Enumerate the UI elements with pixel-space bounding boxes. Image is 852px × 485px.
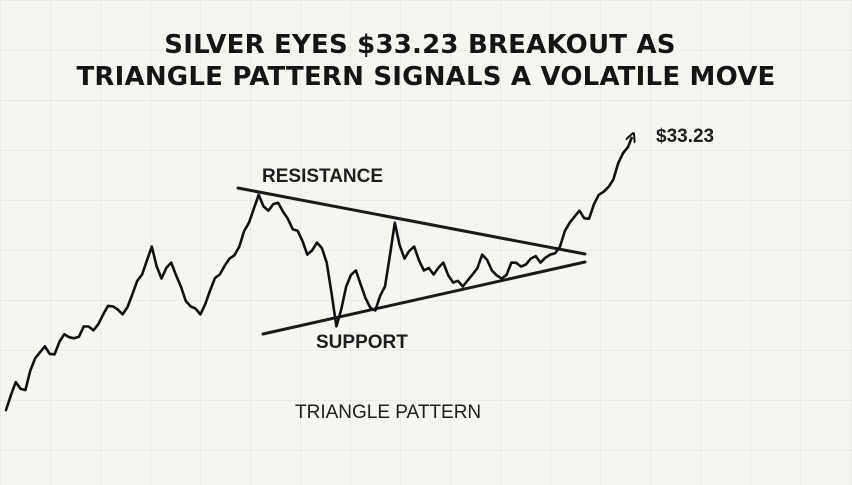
price-point [34, 357, 36, 360]
price-point [325, 261, 328, 264]
price-point [384, 285, 386, 288]
price-point [112, 305, 114, 308]
price-point [306, 253, 309, 256]
price-point [199, 313, 202, 316]
price-point [24, 389, 27, 391]
price-point [481, 253, 484, 256]
headline-line-2: TRIANGLE PATTERN SIGNALS A VOLATILE MOVE [76, 62, 776, 92]
price-point [63, 333, 66, 336]
price-point [277, 202, 279, 204]
price-point [432, 273, 435, 276]
price-point [151, 245, 153, 248]
price-point [219, 273, 221, 276]
price-point [549, 253, 552, 256]
price-point [364, 297, 367, 300]
price-point [510, 261, 513, 264]
price-point [598, 194, 600, 196]
price-point [5, 409, 7, 411]
price-point [500, 277, 503, 280]
price-point [53, 353, 56, 356]
price-point [394, 221, 396, 224]
price-point [316, 241, 318, 244]
triangle-pattern-label: TRIANGLE PATTERN [295, 402, 481, 423]
price-point [14, 381, 17, 384]
price-point [287, 217, 289, 220]
price-point [442, 261, 445, 264]
price-target-label: $33.23 [656, 126, 714, 147]
price-point [413, 245, 416, 248]
price-point [160, 277, 163, 280]
price-point [83, 325, 85, 328]
resistance-label: RESISTANCE [262, 166, 383, 187]
price-point [248, 221, 250, 224]
price-point [73, 337, 75, 340]
support-line [261, 260, 587, 336]
price-point [44, 345, 46, 348]
price-point [403, 257, 406, 260]
price-point [131, 293, 134, 296]
price-series [4, 137, 632, 412]
price-point [539, 261, 542, 264]
price-point [228, 257, 231, 260]
price-point [491, 269, 493, 272]
price-point [170, 261, 172, 264]
price-point [530, 257, 532, 260]
price-point [568, 221, 571, 224]
resistance-line [236, 186, 587, 256]
price-point [374, 309, 377, 312]
price-point [617, 162, 620, 164]
breakout-arrow [628, 137, 632, 148]
price-point [267, 209, 270, 212]
price-point [335, 325, 338, 328]
price-point [102, 313, 104, 316]
price-point [296, 229, 299, 232]
price-point [257, 194, 260, 196]
price-point [520, 265, 522, 268]
price-point [607, 186, 610, 188]
price-point [92, 329, 95, 332]
price-point [141, 273, 143, 276]
price-point [209, 289, 211, 292]
price-point [238, 245, 241, 248]
price-point [452, 281, 454, 284]
price-point [578, 209, 581, 212]
price-point [462, 285, 464, 288]
support-label: SUPPORT [316, 332, 408, 353]
price-point [345, 285, 348, 288]
price-point [423, 269, 425, 272]
price-point [588, 217, 590, 220]
price-point [121, 313, 124, 316]
price-point [355, 269, 357, 272]
price-point [559, 245, 561, 248]
price-point [189, 305, 192, 308]
price-point [471, 273, 474, 276]
headline-line-1: SILVER EYES $33.23 BREAKOUT AS [164, 30, 676, 60]
price-point [180, 285, 182, 288]
